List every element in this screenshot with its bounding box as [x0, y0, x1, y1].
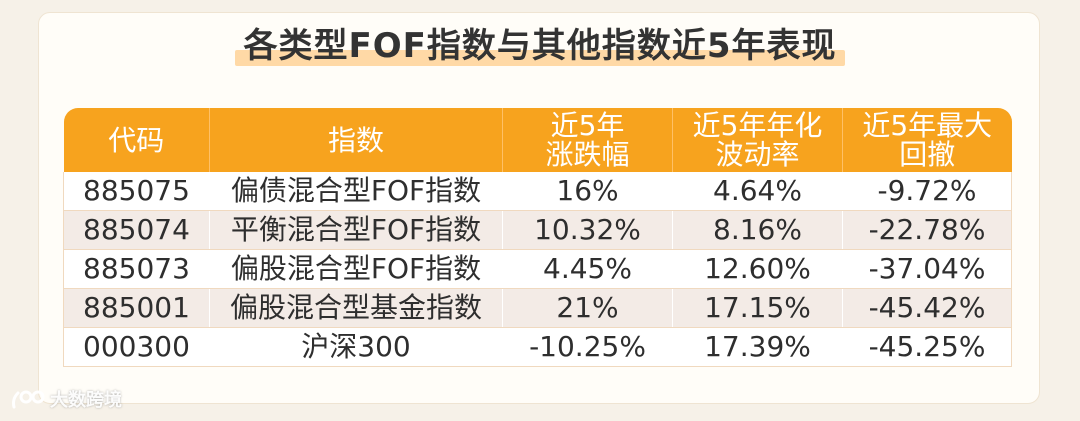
header-index: 指数 [209, 108, 503, 172]
cell-drawdown: -9.72% [842, 172, 1012, 211]
table-header-row: 代码 指数 近5年 涨跌幅 近5年年化 波动率 近5年最大 回撤 [63, 108, 1012, 172]
cell-change: 10.32% [502, 210, 673, 250]
table-row: 885073 偏股混合型FOF指数 4.45% 12.60% -37.04% [63, 249, 1012, 289]
cell-index-name: 平衡混合型FOF指数 [209, 210, 503, 250]
cell-volatility: 4.64% [672, 172, 843, 211]
cell-code: 885075 [63, 172, 210, 211]
brand-logo-icon [12, 390, 45, 409]
cell-volatility: 8.16% [672, 210, 843, 250]
cell-index-name: 偏股混合型基金指数 [209, 288, 503, 328]
table-row: 885074 平衡混合型FOF指数 10.32% 8.16% -22.78% [63, 210, 1012, 250]
cell-volatility: 17.15% [672, 288, 843, 328]
header-code: 代码 [63, 108, 210, 172]
header-5y-max-drawdown: 近5年最大 回撤 [842, 108, 1012, 172]
cell-change: -10.25% [502, 327, 673, 367]
watermark: 大数跨境 [10, 385, 122, 413]
cell-index-name: 沪深300 [209, 327, 503, 367]
cell-code: 885001 [63, 288, 210, 328]
header-5y-change: 近5年 涨跌幅 [502, 108, 673, 172]
cell-drawdown: -22.78% [842, 210, 1012, 250]
cell-drawdown: -37.04% [842, 249, 1012, 289]
cell-code: 000300 [63, 327, 210, 367]
cell-index-name: 偏债混合型FOF指数 [209, 172, 503, 211]
cell-volatility: 17.39% [672, 327, 843, 367]
table-row: 885001 偏股混合型基金指数 21% 17.15% -45.42% [63, 288, 1012, 328]
title-container: 各类型FOF指数与其他指数近5年表现 [0, 24, 1080, 68]
cell-change: 4.45% [502, 249, 673, 289]
page-title: 各类型FOF指数与其他指数近5年表现 [235, 24, 845, 68]
table-row: 885075 偏债混合型FOF指数 16% 4.64% -9.72% [63, 172, 1012, 211]
table-row: 000300 沪深300 -10.25% 17.39% -45.25% [63, 327, 1012, 367]
cell-code: 885074 [63, 210, 210, 250]
cell-change: 21% [502, 288, 673, 328]
cell-drawdown: -45.42% [842, 288, 1012, 328]
cell-index-name: 偏股混合型FOF指数 [209, 249, 503, 289]
cell-volatility: 12.60% [672, 249, 843, 289]
header-5y-volatility: 近5年年化 波动率 [672, 108, 843, 172]
watermark-text: 大数跨境 [50, 390, 122, 411]
cell-code: 885073 [63, 249, 210, 289]
performance-table: 代码 指数 近5年 涨跌幅 近5年年化 波动率 近5年最大 回撤 885075 偏债混… [63, 108, 1012, 367]
cell-drawdown: -45.25% [842, 327, 1012, 367]
cell-change: 16% [502, 172, 673, 211]
